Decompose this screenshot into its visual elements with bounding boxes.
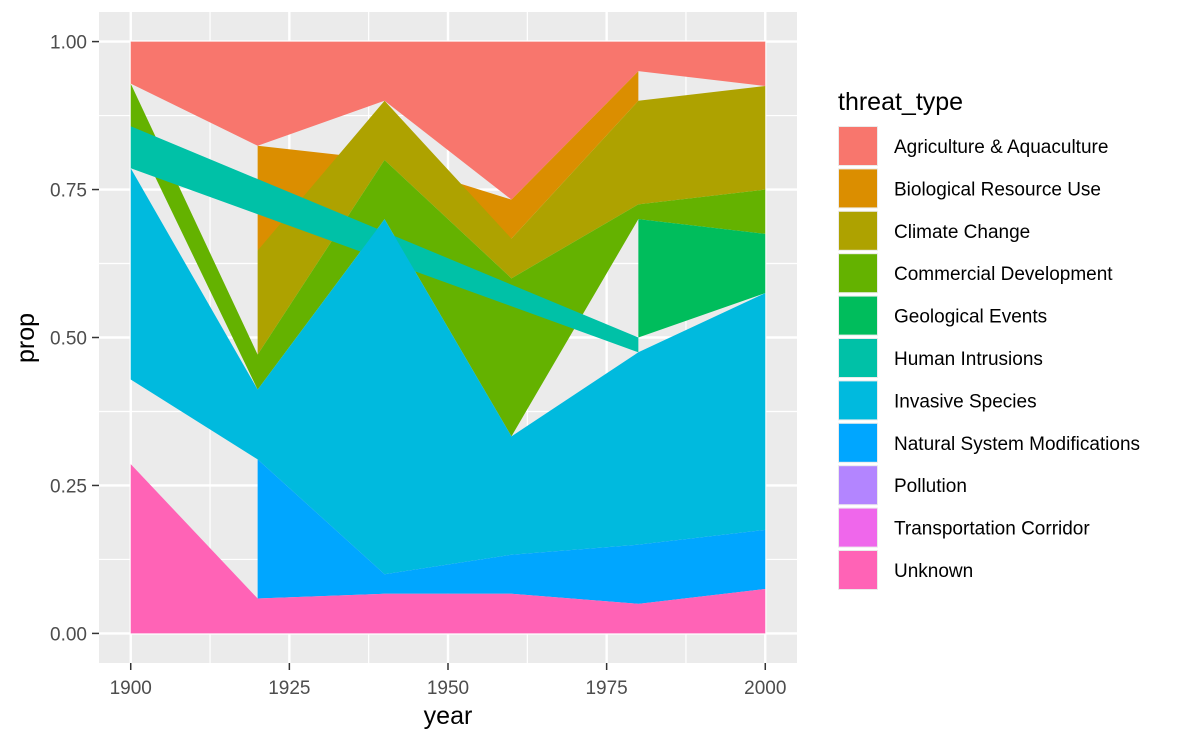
y-axis: 0.00 0.25 0.50 0.75 1.00 xyxy=(50,33,99,645)
x-axis-title: year xyxy=(424,702,473,730)
area-agriculture-aquaculture xyxy=(130,41,766,200)
y-tick-label: 0.50 xyxy=(50,329,87,350)
x-tick-label: 1900 xyxy=(110,678,152,699)
x-tick-label: 1975 xyxy=(585,678,627,699)
legend-label: Biological Resource Use xyxy=(894,179,1101,200)
x-tick-label: 2000 xyxy=(744,678,786,699)
y-axis-title: prop xyxy=(12,313,40,363)
y-tick-label: 0.00 xyxy=(50,624,87,645)
legend-key-swatch xyxy=(839,127,877,165)
y-tick-label: 1.00 xyxy=(50,33,87,54)
legend-label: Human Intrusions xyxy=(894,349,1043,370)
x-tick-label: 1950 xyxy=(427,678,469,699)
area-layers xyxy=(130,41,766,634)
legend-key-swatch xyxy=(839,254,877,293)
x-tick-label: 1925 xyxy=(268,678,310,699)
area-unknown xyxy=(130,464,766,634)
legend-items: Agriculture & Aquaculture Biological Reso… xyxy=(838,126,1140,590)
area-climate-change xyxy=(257,85,766,355)
area-natural-system-modifications xyxy=(257,459,766,604)
legend-key-swatch xyxy=(839,296,877,335)
legend-label: Natural System Modifications xyxy=(894,434,1140,455)
legend-label: Commercial Development xyxy=(894,264,1113,285)
y-tick-label: 0.25 xyxy=(50,476,87,497)
legend-key-swatch xyxy=(839,508,877,547)
legend-label: Agriculture & Aquaculture xyxy=(894,137,1108,158)
legend-label: Pollution xyxy=(894,476,967,497)
y-tick-label: 0.75 xyxy=(50,181,87,202)
legend-key-swatch xyxy=(839,423,877,462)
legend-key-swatch xyxy=(839,339,877,377)
legend-label: Transportation Corridor xyxy=(894,519,1090,540)
legend-label: Invasive Species xyxy=(894,391,1037,412)
area-geological-events xyxy=(638,219,766,338)
legend-key-swatch xyxy=(839,381,877,420)
area-invasive-species xyxy=(130,168,766,575)
legend: threat_type Agriculture & Aquaculture Bio… xyxy=(838,88,1140,590)
legend-key-swatch xyxy=(839,551,877,589)
x-axis: 1900 1925 1950 1975 2000 xyxy=(110,663,786,699)
legend-label: Geological Events xyxy=(894,307,1047,328)
legend-title: threat_type xyxy=(838,88,963,116)
legend-key-swatch xyxy=(839,169,877,208)
legend-label: Climate Change xyxy=(894,222,1030,243)
legend-key-swatch xyxy=(839,211,877,250)
legend-label: Unknown xyxy=(894,561,973,582)
legend-key-swatch xyxy=(839,466,877,505)
